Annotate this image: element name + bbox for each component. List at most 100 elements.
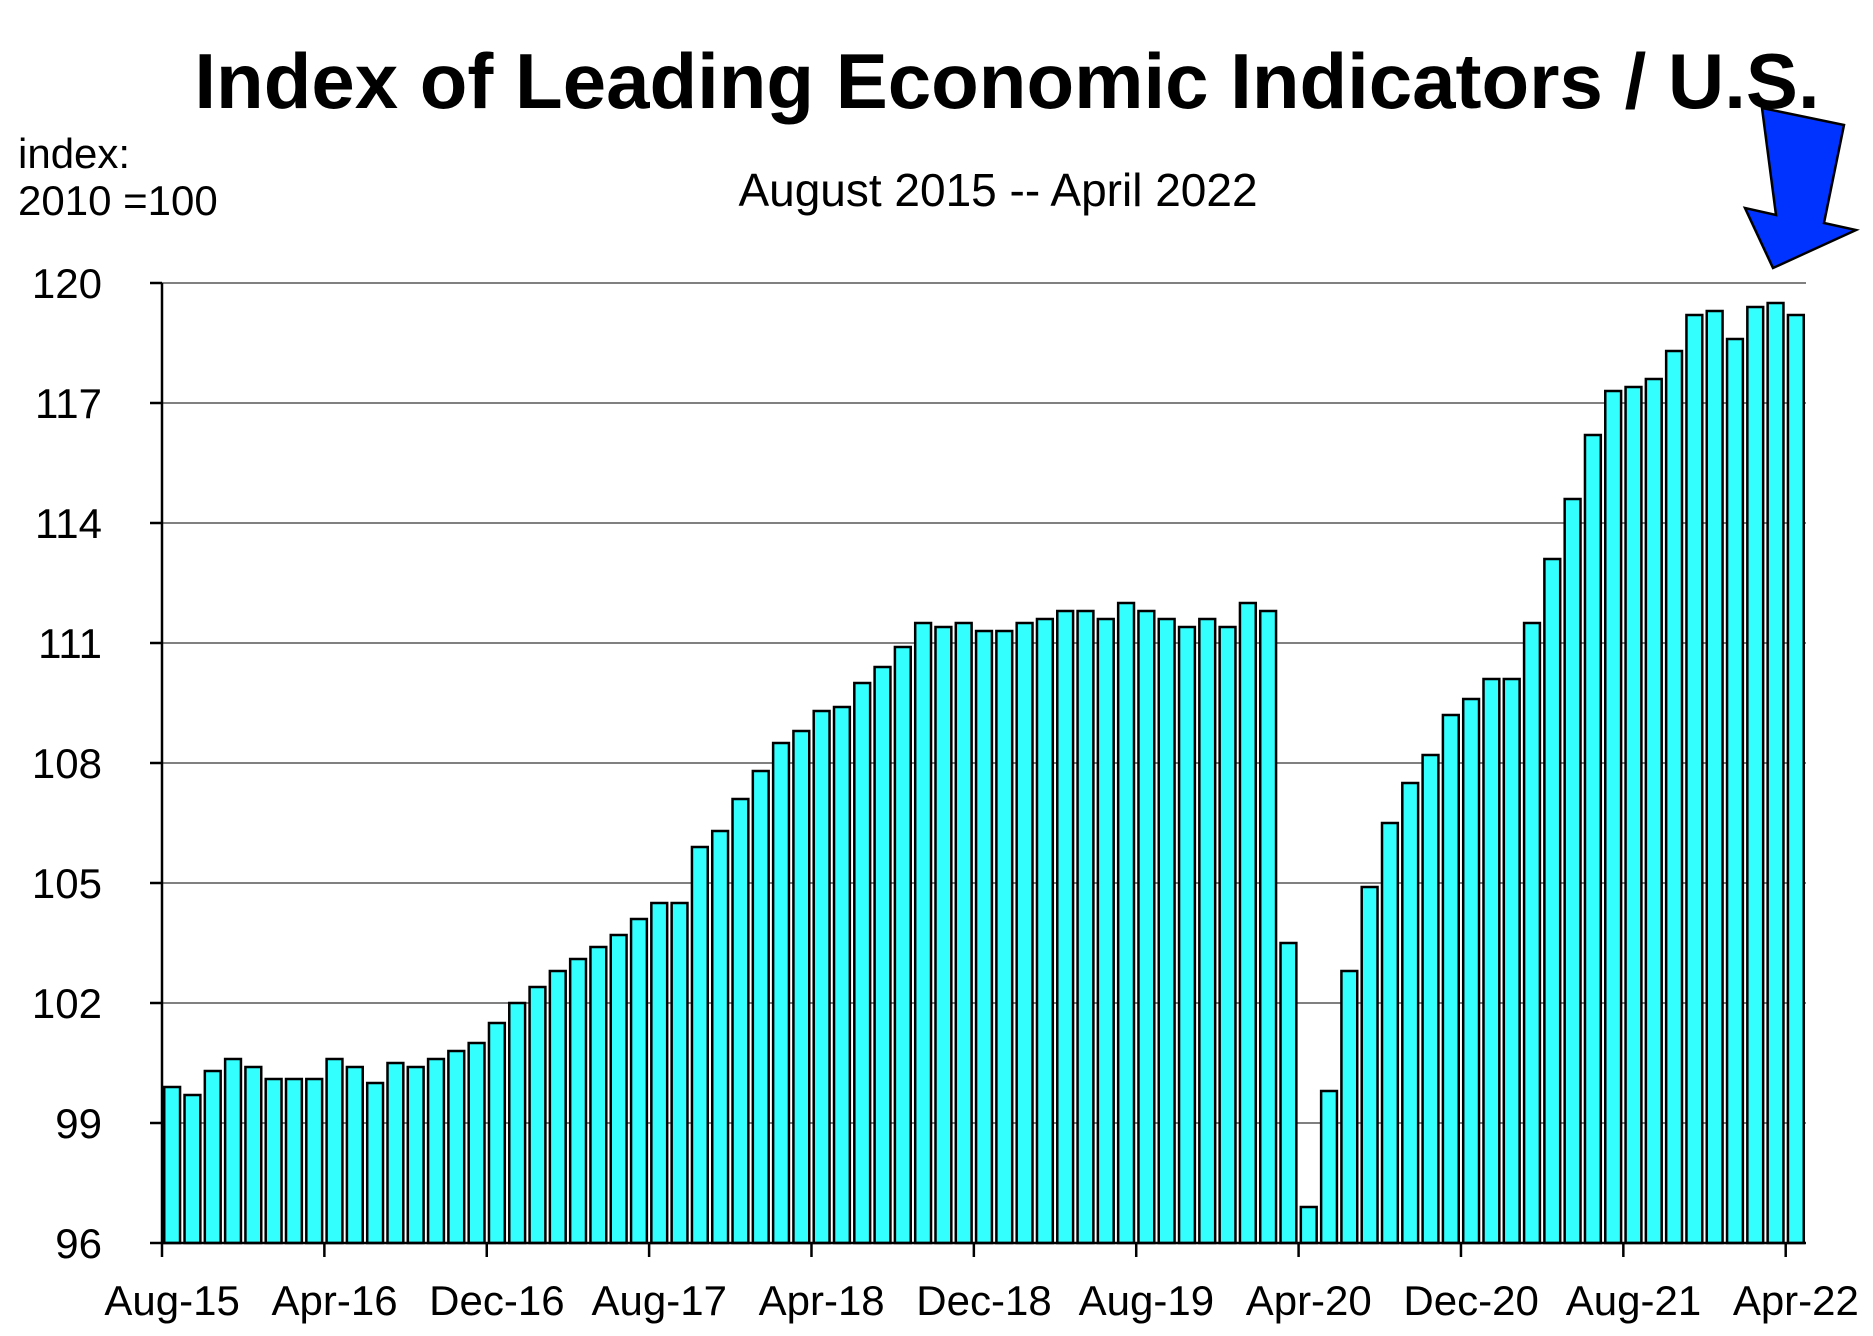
bar bbox=[487, 1021, 507, 1245]
bar bbox=[1015, 621, 1034, 1245]
bar bbox=[1198, 617, 1217, 1245]
bar bbox=[568, 957, 588, 1245]
bar bbox=[832, 705, 852, 1245]
bar bbox=[650, 901, 669, 1245]
bar bbox=[893, 645, 912, 1245]
bar bbox=[792, 729, 811, 1245]
x-tick-labels: Aug-15 Apr-16 Dec-16 Aug-17 Apr-18 Dec-18 Aug-… bbox=[104, 1277, 1858, 1324]
x-tick-label: Dec-16 bbox=[429, 1277, 564, 1324]
bar bbox=[1441, 713, 1460, 1245]
bar bbox=[913, 621, 933, 1245]
x-tick-label: Aug-15 bbox=[104, 1277, 239, 1324]
x-tick-label: Dec-18 bbox=[916, 1277, 1051, 1324]
bar bbox=[934, 625, 953, 1245]
bar bbox=[629, 917, 649, 1245]
bar bbox=[812, 709, 831, 1245]
bar bbox=[1340, 969, 1359, 1245]
bar bbox=[426, 1057, 446, 1245]
bar bbox=[1401, 781, 1420, 1245]
bar bbox=[1035, 617, 1055, 1245]
bar bbox=[1076, 609, 1095, 1245]
bar bbox=[731, 797, 750, 1245]
y-tick-label: 96 bbox=[55, 1220, 102, 1267]
bar bbox=[467, 1041, 486, 1245]
bar bbox=[1624, 385, 1643, 1245]
bar bbox=[710, 829, 730, 1245]
bar bbox=[1664, 349, 1684, 1245]
bar bbox=[548, 969, 567, 1245]
y-tick-label: 102 bbox=[32, 980, 102, 1027]
bar bbox=[345, 1065, 364, 1245]
y-tick-label: 114 bbox=[35, 500, 102, 547]
bar bbox=[1360, 885, 1379, 1245]
bar bbox=[1563, 497, 1582, 1245]
y-tick-label: 108 bbox=[32, 740, 102, 787]
bar bbox=[325, 1057, 344, 1245]
bar bbox=[183, 1093, 202, 1245]
bar bbox=[1644, 377, 1663, 1245]
bar bbox=[1766, 301, 1785, 1245]
bar bbox=[1056, 609, 1075, 1245]
bar bbox=[1421, 753, 1440, 1245]
bar bbox=[1705, 309, 1724, 1245]
bar bbox=[162, 1085, 182, 1245]
bar bbox=[873, 665, 892, 1245]
y-tick-label: 120 bbox=[32, 260, 102, 307]
y-tick-label: 105 bbox=[32, 860, 102, 907]
y-tick-label: 99 bbox=[55, 1100, 102, 1147]
bar bbox=[771, 741, 791, 1245]
y-tick-label: 117 bbox=[35, 380, 102, 427]
bar bbox=[386, 1061, 405, 1245]
x-tick-label: Apr-18 bbox=[759, 1277, 885, 1324]
x-tick-label: Dec-20 bbox=[1403, 1277, 1538, 1324]
y-tick-label: 111 bbox=[38, 620, 102, 667]
bar bbox=[1319, 1089, 1339, 1245]
bar bbox=[203, 1069, 222, 1245]
y-tick-labels: 96 99 102 105 108 111 114 117 120 bbox=[32, 260, 102, 1267]
bar bbox=[1746, 305, 1765, 1245]
bar bbox=[264, 1077, 283, 1245]
bar bbox=[1279, 941, 1298, 1245]
bar bbox=[1218, 625, 1237, 1245]
bar bbox=[853, 681, 872, 1245]
bar bbox=[1380, 821, 1400, 1245]
y-axis-label-line2: 2010 =100 bbox=[18, 177, 218, 224]
x-tick-label: Aug-21 bbox=[1566, 1277, 1701, 1324]
bar bbox=[1177, 625, 1197, 1245]
bar bbox=[690, 845, 710, 1245]
bar bbox=[609, 933, 628, 1245]
chart-subtitle: August 2015 -- April 2022 bbox=[738, 164, 1257, 216]
bar bbox=[1583, 433, 1603, 1245]
bar bbox=[974, 629, 994, 1245]
bar bbox=[406, 1065, 425, 1245]
bar bbox=[1786, 313, 1806, 1245]
x-tick-label: Aug-19 bbox=[1079, 1277, 1214, 1324]
bar bbox=[1137, 609, 1156, 1245]
x-tick-label: Apr-22 bbox=[1733, 1277, 1859, 1324]
bar bbox=[305, 1077, 324, 1245]
bar bbox=[995, 629, 1014, 1245]
chart-title: Index of Leading Economic Indicators / U… bbox=[194, 37, 1819, 125]
bar bbox=[1096, 617, 1115, 1245]
bar bbox=[1604, 389, 1623, 1245]
bar bbox=[1116, 601, 1136, 1245]
bar bbox=[1543, 557, 1562, 1245]
bar bbox=[1482, 677, 1501, 1245]
x-tick-label: Aug-17 bbox=[592, 1277, 727, 1324]
bar bbox=[670, 901, 689, 1245]
bar bbox=[244, 1065, 263, 1245]
bar bbox=[223, 1057, 243, 1245]
bar bbox=[1522, 621, 1542, 1245]
bar bbox=[508, 1001, 527, 1245]
bar bbox=[1258, 609, 1278, 1245]
bar bbox=[365, 1081, 385, 1245]
down-arrow-icon bbox=[1742, 106, 1860, 270]
bar bbox=[447, 1049, 466, 1245]
axes bbox=[150, 281, 1806, 1257]
bar bbox=[751, 769, 770, 1245]
y-axis-label-line1: index: bbox=[18, 130, 130, 177]
bar bbox=[954, 621, 973, 1245]
bar bbox=[1461, 697, 1481, 1245]
bar bbox=[1685, 313, 1704, 1245]
